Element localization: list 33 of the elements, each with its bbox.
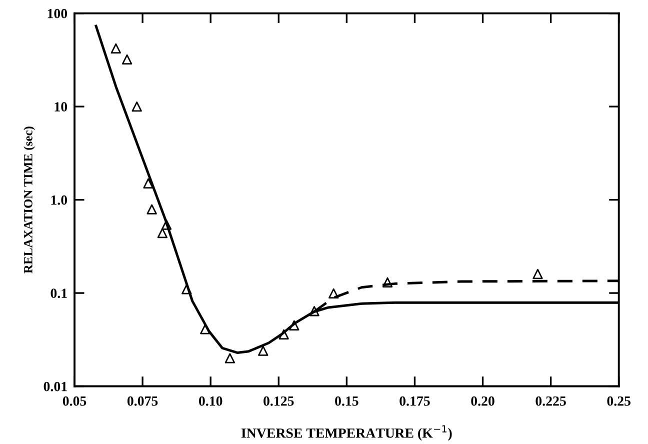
point (157, 228, 168, 238)
x-tick-label: 0.25 (607, 396, 630, 406)
x-tick-label: 0.125 (264, 396, 294, 406)
point (146, 204, 157, 214)
point (161, 220, 172, 230)
point (122, 54, 132, 65)
point (309, 306, 320, 316)
point (278, 329, 289, 340)
x-tick-label: 0.075 (127, 396, 158, 406)
x-axis-title: INVERSE TEMPERATURE (K$^{−1}$) (241, 425, 452, 441)
point (532, 268, 543, 280)
y-tick-label: 0.1 (50, 288, 67, 298)
y-tick-label: 0.01 (44, 382, 67, 392)
x-tick-label: 0.225 (536, 396, 566, 406)
point (143, 178, 154, 188)
x-tick-label: 0.05 (62, 396, 86, 406)
x-tick-label: 0.15 (335, 396, 358, 406)
point (289, 320, 300, 330)
x-tick-label: 0.10 (198, 396, 222, 406)
point (382, 277, 393, 288)
x-tick-label: 0.20 (471, 396, 494, 406)
point (328, 288, 339, 299)
y-tick-label: 1.0 (51, 195, 68, 205)
point (224, 353, 236, 364)
point (200, 324, 210, 334)
y-axis-title: RELAXATION TIME (sec) (24, 126, 35, 274)
y-tick-label: 10 (54, 102, 68, 112)
point (132, 101, 142, 112)
x-tick-label: 0.175 (400, 396, 430, 406)
point (182, 284, 192, 294)
point (258, 346, 268, 356)
point (110, 43, 121, 54)
y-tick-label: 100 (48, 8, 68, 18)
